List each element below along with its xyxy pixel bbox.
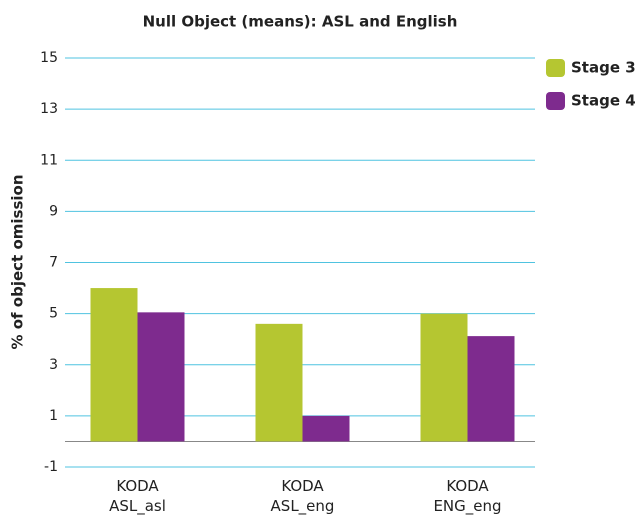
y-tick-label: 13 [40,101,58,117]
bar [467,336,515,442]
legend-label: Stage 4 [571,92,636,110]
bar [420,313,468,442]
y-tick-label: 1 [49,408,58,424]
y-tick-label: 3 [49,357,58,373]
bar [255,323,303,442]
legend-swatch [546,59,565,77]
x-tick-label: KODA ENG_eng [433,477,502,515]
legend-label: Stage 3 [571,59,636,77]
y-tick-label: 5 [49,306,58,322]
y-tick-label: 9 [49,203,58,219]
y-tick-label: 15 [40,50,58,66]
chart-title: Null Object (means): ASL and English [143,13,458,31]
y-axis-label: % of object omission [9,174,27,349]
x-tick-label: KODA ASL_eng [270,477,335,515]
legend-swatch [546,92,565,110]
bar [137,312,185,442]
y-tick-label: 7 [49,255,58,271]
bar [302,415,350,442]
bar [90,288,138,442]
y-tick-label: 11 [40,152,58,168]
x-tick-label: KODA ASL_asl [109,477,166,515]
y-tick-label: -1 [44,459,58,475]
